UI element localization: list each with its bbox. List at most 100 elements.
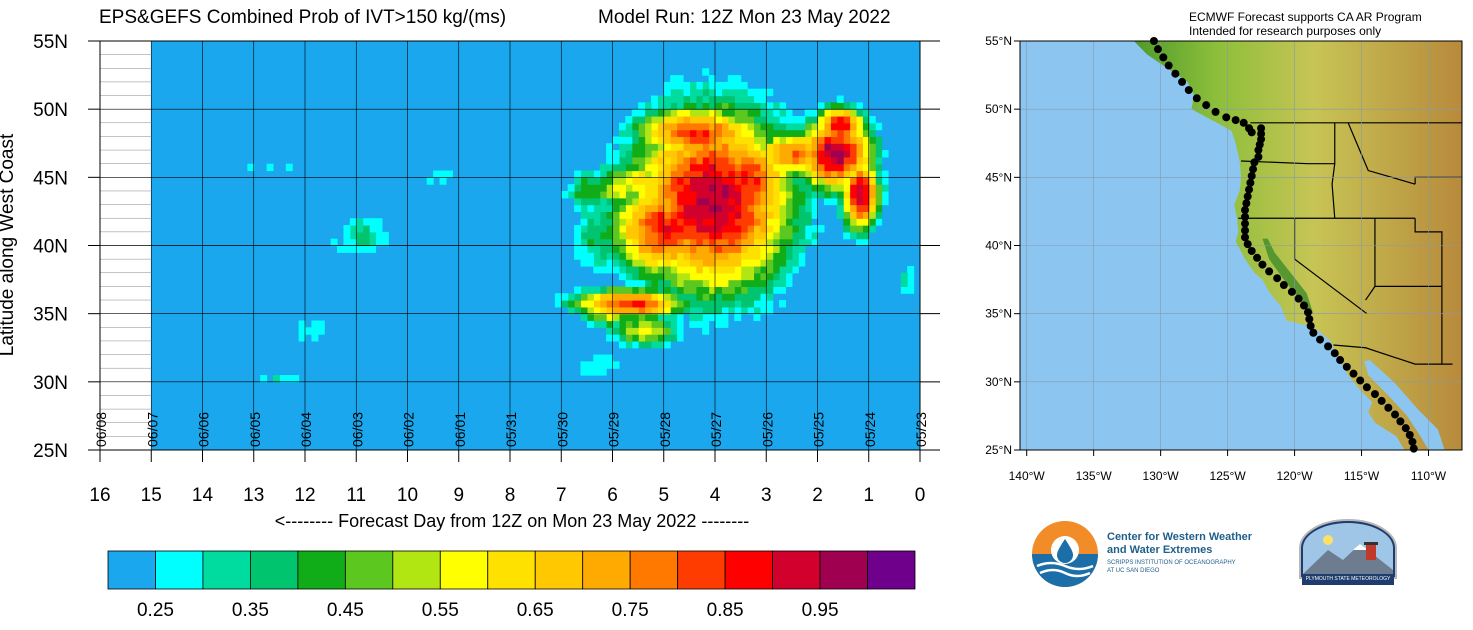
heatmap-cell xyxy=(708,150,716,158)
heatmap-cell xyxy=(830,170,838,178)
heatmap-cell xyxy=(650,170,658,178)
heatmap-cell xyxy=(702,150,710,158)
heatmap-cell xyxy=(362,218,370,226)
heatmap-cell xyxy=(631,334,639,342)
track-point xyxy=(1305,315,1314,324)
heatmap-cell xyxy=(785,136,793,144)
heatmap-cell xyxy=(862,136,870,144)
heatmap-cell xyxy=(785,143,793,151)
track-point xyxy=(1241,212,1250,221)
heatmap-cell xyxy=(817,190,825,199)
heatmap-cell xyxy=(785,156,793,165)
heatmap-cell xyxy=(580,252,588,260)
heatmap-cell xyxy=(695,238,703,247)
track-point xyxy=(1159,53,1168,62)
heatmap-cell xyxy=(663,313,671,322)
heatmap-cell xyxy=(747,245,755,253)
heatmap-cell xyxy=(689,163,697,172)
heatmap-cell xyxy=(708,245,716,253)
track-point xyxy=(1241,219,1250,228)
heatmap-cell xyxy=(682,115,690,124)
heatmap-cell xyxy=(727,184,735,192)
colorbar-label: 0.25 xyxy=(137,600,174,621)
heatmap-cell xyxy=(586,177,594,185)
heatmap-cell xyxy=(715,129,723,138)
heatmap-cell xyxy=(907,279,915,287)
heatmap-cell xyxy=(759,109,767,117)
heatmap-cell xyxy=(625,177,633,185)
heatmap-cell xyxy=(766,177,774,185)
heatmap-cell xyxy=(740,102,748,110)
heatmap-cell xyxy=(766,211,774,219)
heatmap-cell xyxy=(369,225,377,233)
heatmap-cell xyxy=(715,252,723,260)
heatmap-cell xyxy=(823,143,831,151)
heatmap-cell xyxy=(554,300,562,308)
heatmap-cell xyxy=(862,122,870,131)
heatmap-cell xyxy=(606,265,614,274)
track-point xyxy=(1149,37,1158,45)
heatmap-cell xyxy=(759,122,767,131)
heatmap-cell xyxy=(868,190,876,199)
heatmap-cell xyxy=(676,129,684,138)
heatmap-cell xyxy=(612,320,620,328)
heatmap-cell xyxy=(727,102,735,110)
heatmap-cell xyxy=(663,163,671,172)
heatmap-cell xyxy=(785,211,793,219)
heatmap-cell xyxy=(349,231,357,240)
heatmap-cell xyxy=(727,225,735,233)
heatmap-cell xyxy=(638,252,646,260)
heatmap-cell xyxy=(849,122,857,131)
heatmap-cell xyxy=(650,272,658,281)
heatmap-cell xyxy=(855,163,863,172)
heatmap-cell xyxy=(715,300,723,308)
heatmap-cell xyxy=(779,163,787,172)
heatmap-cell xyxy=(779,245,787,253)
heatmap-cell xyxy=(753,313,761,322)
heatmap-cell xyxy=(791,143,799,151)
heatmap-cell xyxy=(862,109,870,117)
heatmap-cell xyxy=(593,218,601,226)
track-point xyxy=(1287,287,1296,296)
heatmap-cell xyxy=(849,231,857,240)
heatmap-cell xyxy=(734,252,742,260)
heatmap-cell xyxy=(612,313,620,322)
heatmap-cell xyxy=(907,286,915,294)
heatmap-cell xyxy=(670,245,678,253)
heatmap-cell xyxy=(650,163,658,172)
heatmap-cell xyxy=(638,218,646,226)
heatmap-cell xyxy=(599,265,607,274)
track-point xyxy=(1231,116,1240,125)
heatmap-cell xyxy=(638,197,646,206)
track-point xyxy=(1396,417,1405,426)
heatmap-cell xyxy=(862,143,870,151)
heatmap-cell xyxy=(753,300,761,308)
heatmap-cell xyxy=(618,313,626,322)
heatmap-cell xyxy=(362,231,370,240)
heatmap-cell xyxy=(779,279,787,287)
heatmap-cell xyxy=(657,293,665,301)
heatmap-cell xyxy=(862,170,870,178)
heatmap-cell xyxy=(734,238,742,247)
heatmap-cell xyxy=(843,150,851,158)
colorbar-swatch xyxy=(344,550,394,590)
heatmap-cell xyxy=(791,190,799,199)
heatmap-cell xyxy=(586,306,594,315)
heatmap-cell xyxy=(657,306,665,315)
heatmap-cell xyxy=(708,272,716,281)
heatmap-cell xyxy=(631,129,639,138)
heatmap-cell xyxy=(574,293,582,301)
heatmap-cell xyxy=(753,177,761,185)
heatmap-cell xyxy=(772,170,780,178)
heatmap-cell xyxy=(855,170,863,178)
heatmap-cell xyxy=(791,184,799,192)
heatmap-cell xyxy=(695,225,703,233)
heatmap-cell xyxy=(772,115,780,124)
heatmap-cell xyxy=(721,190,729,199)
heatmap-cell xyxy=(657,320,665,328)
heatmap-cell xyxy=(689,197,697,206)
map-note-line1: ECMWF Forecast supports CA AR Program xyxy=(1189,10,1422,24)
heatmap-cell xyxy=(843,122,851,131)
heatmap-cell xyxy=(676,81,684,90)
